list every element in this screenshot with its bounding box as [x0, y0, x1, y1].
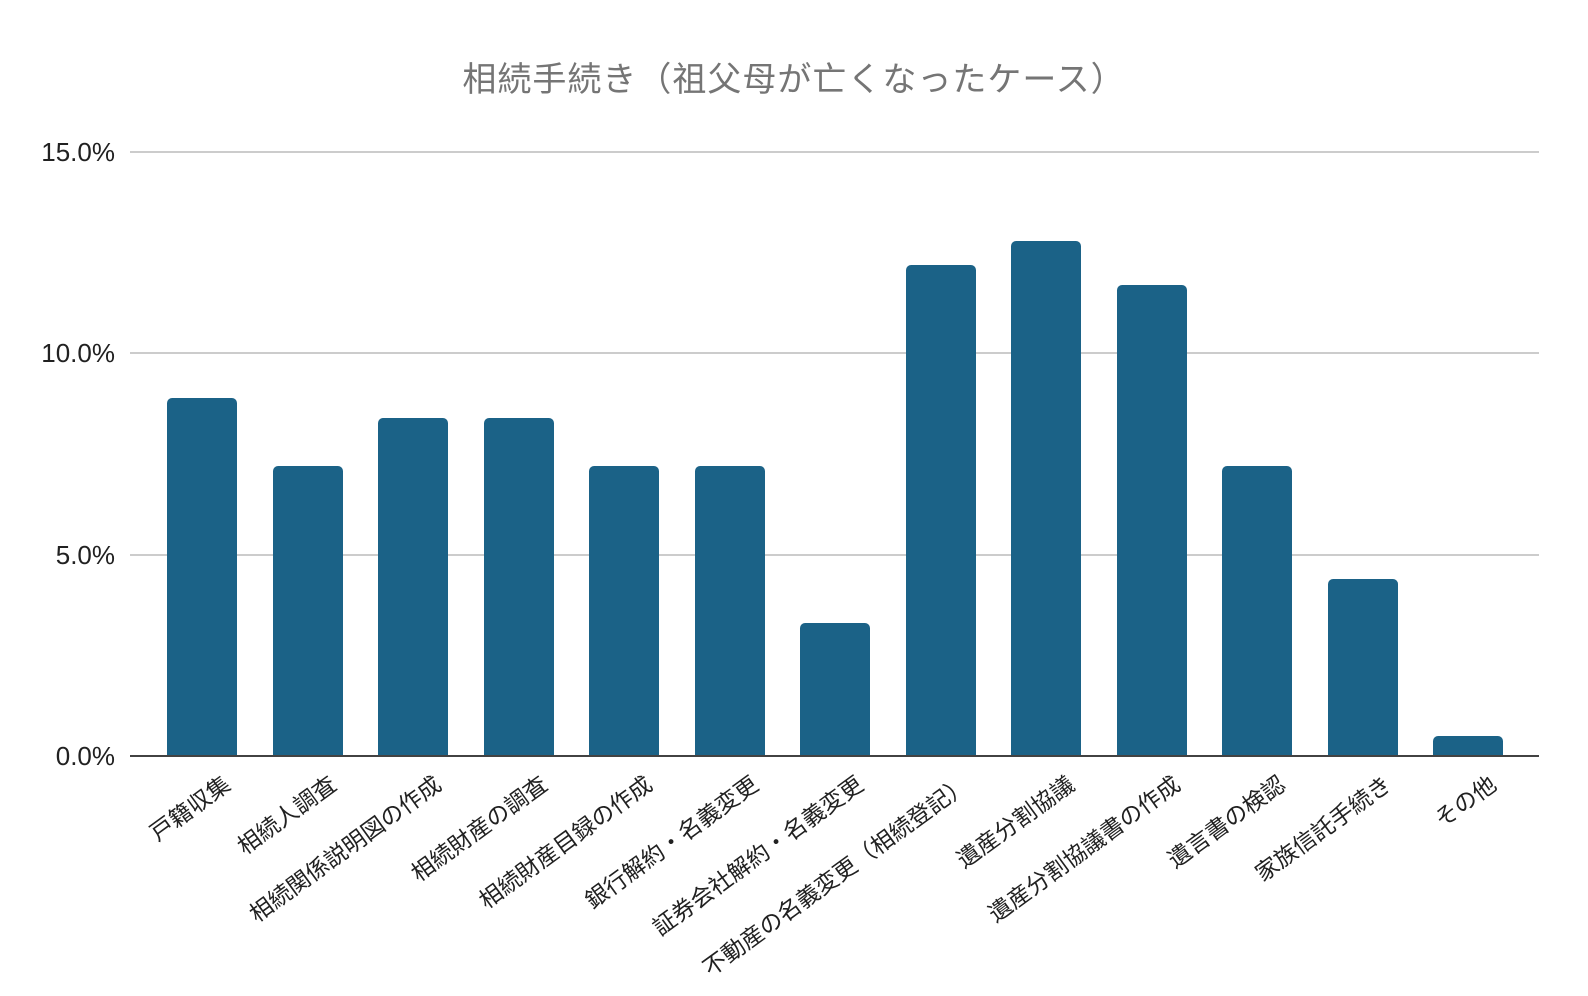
chart-title: 相続手続き（祖父母が亡くなったケース） — [462, 61, 1126, 99]
x-tick-label: 銀行解約・名義変更 — [579, 770, 763, 914]
bar-1 — [167, 398, 237, 756]
gridline — [130, 553, 1539, 556]
bar-9 — [1011, 241, 1081, 756]
x-tick-label: 遺産分割協議書の作成 — [983, 770, 1185, 928]
bar-5 — [589, 466, 659, 756]
bar-3 — [378, 418, 448, 756]
y-tick-label: 10.0% — [41, 338, 115, 369]
y-tick-label: 15.0% — [41, 137, 115, 167]
gridline — [130, 151, 1539, 153]
bar-12 — [1327, 579, 1398, 756]
x-tick-label: 戸籍収集 — [145, 770, 235, 846]
gridline — [130, 352, 1539, 355]
y-tick-label: 0.0% — [55, 741, 115, 771]
bar-10 — [1116, 285, 1187, 756]
bar-2 — [272, 466, 343, 756]
x-tick-label: 相続関係説明図の作成 — [244, 770, 446, 928]
x-tick-label: その他 — [1429, 770, 1501, 833]
bar-8 — [905, 265, 976, 756]
plot-area: 戸籍収集 相続人調査 相続関係説明図の作成 相続財産の調査 相続財産目録の作成 銀行解約・… — [130, 151, 1539, 981]
bar-7 — [800, 623, 870, 756]
y-tick-label: 5.0% — [55, 539, 115, 570]
x-tick-label: 相続財産目録の作成 — [474, 770, 657, 914]
x-axis-line — [130, 755, 1539, 757]
bar-4 — [483, 418, 554, 756]
bar-13 — [1433, 736, 1503, 756]
bar-11 — [1222, 466, 1292, 756]
bar-6 — [694, 466, 765, 756]
